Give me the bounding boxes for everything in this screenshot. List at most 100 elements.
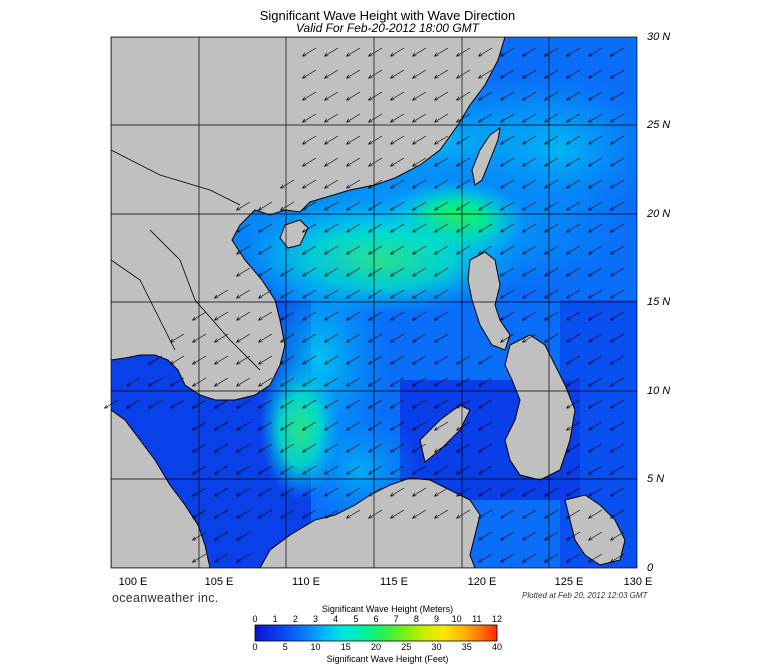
wave-arrow — [301, 91, 317, 101]
wave-arrow — [521, 201, 537, 211]
wave-arrow — [521, 311, 537, 321]
wave-arrow — [433, 267, 449, 277]
wave-arrow — [367, 399, 383, 409]
wave-arrow — [609, 531, 625, 541]
wave-arrow — [477, 201, 493, 211]
wave-arrow — [345, 91, 361, 101]
wave-arrow — [389, 113, 405, 123]
wave-arrow — [235, 311, 251, 321]
wave-arrow — [477, 487, 493, 497]
wave-arrow — [455, 179, 471, 189]
wave-arrow — [213, 465, 229, 475]
wave-arrow — [565, 531, 581, 541]
wave-arrow — [301, 201, 317, 211]
wave-arrow — [367, 443, 383, 453]
wave-arrow — [565, 465, 581, 475]
wave-arrow — [279, 179, 295, 189]
wave-arrow — [345, 135, 361, 145]
colorbar-feet-tick: 40 — [491, 642, 502, 652]
wave-arrow — [147, 377, 163, 387]
wave-arrow — [455, 355, 471, 365]
wave-arrow — [235, 289, 251, 299]
wave-arrow — [103, 399, 119, 409]
wave-arrow — [477, 509, 493, 519]
wave-arrow — [345, 69, 361, 79]
wave-arrow — [521, 47, 537, 57]
wave-arrow — [345, 465, 361, 475]
wave-arrow — [565, 223, 581, 233]
lat-label-25n: 25 N — [647, 119, 671, 131]
wave-direction-arrows — [103, 47, 625, 563]
wave-arrow — [477, 223, 493, 233]
wave-arrow — [389, 157, 405, 167]
wave-arrow — [257, 223, 273, 233]
wave-arrow — [521, 223, 537, 233]
wave-arrow — [235, 201, 251, 211]
wave-arrow — [213, 509, 229, 519]
wave-arrow — [323, 135, 339, 145]
wave-arrow — [455, 245, 471, 255]
colorbar-meters-tick: 0 — [252, 614, 258, 624]
wave-arrow — [323, 377, 339, 387]
wave-arrow — [543, 553, 559, 563]
wave-arrow — [411, 487, 427, 497]
lon-label-125e: 125 E — [554, 576, 584, 588]
wave-arrow — [301, 47, 317, 57]
wave-arrow — [455, 421, 471, 431]
wave-arrow — [323, 157, 339, 167]
wave-arrow — [543, 135, 559, 145]
wave-arrow — [433, 355, 449, 365]
wave-arrow — [301, 421, 317, 431]
wave-arrow — [235, 333, 251, 343]
wave-arrow — [477, 399, 493, 409]
wave-arrow — [191, 509, 207, 519]
wave-arrow — [389, 509, 405, 519]
wave-arrow — [367, 91, 383, 101]
wave-arrow — [499, 311, 515, 321]
wave-arrow — [433, 223, 449, 233]
wave-arrow — [609, 443, 625, 453]
wave-arrow — [565, 69, 581, 79]
lat-lon-grid — [110, 36, 638, 569]
wave-arrow — [609, 69, 625, 79]
wave-arrow — [565, 399, 581, 409]
wave-arrow — [279, 465, 295, 475]
wave-arrow — [455, 443, 471, 453]
wave-arrow — [367, 509, 383, 519]
wave-arrow — [235, 553, 251, 563]
wave-arrow — [279, 289, 295, 299]
wave-arrow — [389, 487, 405, 497]
wave-arrow — [455, 135, 471, 145]
wave-arrow — [521, 487, 537, 497]
wave-arrow — [543, 487, 559, 497]
wave-arrow — [345, 487, 361, 497]
colorbar-meters-tick: 11 — [472, 614, 482, 624]
wave-arrow — [565, 421, 581, 431]
colorbar-feet-tick: 35 — [461, 642, 472, 652]
wave-arrow — [455, 223, 471, 233]
wave-arrow — [609, 311, 625, 321]
colorbar-feet-tick: 30 — [431, 642, 442, 652]
colorbar-feet-tick: 10 — [310, 642, 321, 652]
wave-arrow — [543, 157, 559, 167]
wave-arrow — [433, 91, 449, 101]
wave-arrow — [543, 47, 559, 57]
wave-arrow — [323, 333, 339, 343]
wave-arrow — [411, 201, 427, 211]
wave-arrow — [279, 443, 295, 453]
wave-arrow — [389, 179, 405, 189]
wave-arrow — [389, 69, 405, 79]
wave-arrow — [169, 399, 185, 409]
wave-arrow — [477, 377, 493, 387]
wave-arrow — [587, 69, 603, 79]
wave-arrow — [213, 333, 229, 343]
wave-arrow — [587, 157, 603, 167]
wave-arrow — [499, 135, 515, 145]
wave-arrow — [301, 223, 317, 233]
wave-arrow — [455, 69, 471, 79]
wave-arrow — [565, 91, 581, 101]
wave-arrow — [455, 91, 471, 101]
wave-arrow — [587, 377, 603, 387]
wave-arrow — [367, 113, 383, 123]
wave-arrow — [587, 531, 603, 541]
